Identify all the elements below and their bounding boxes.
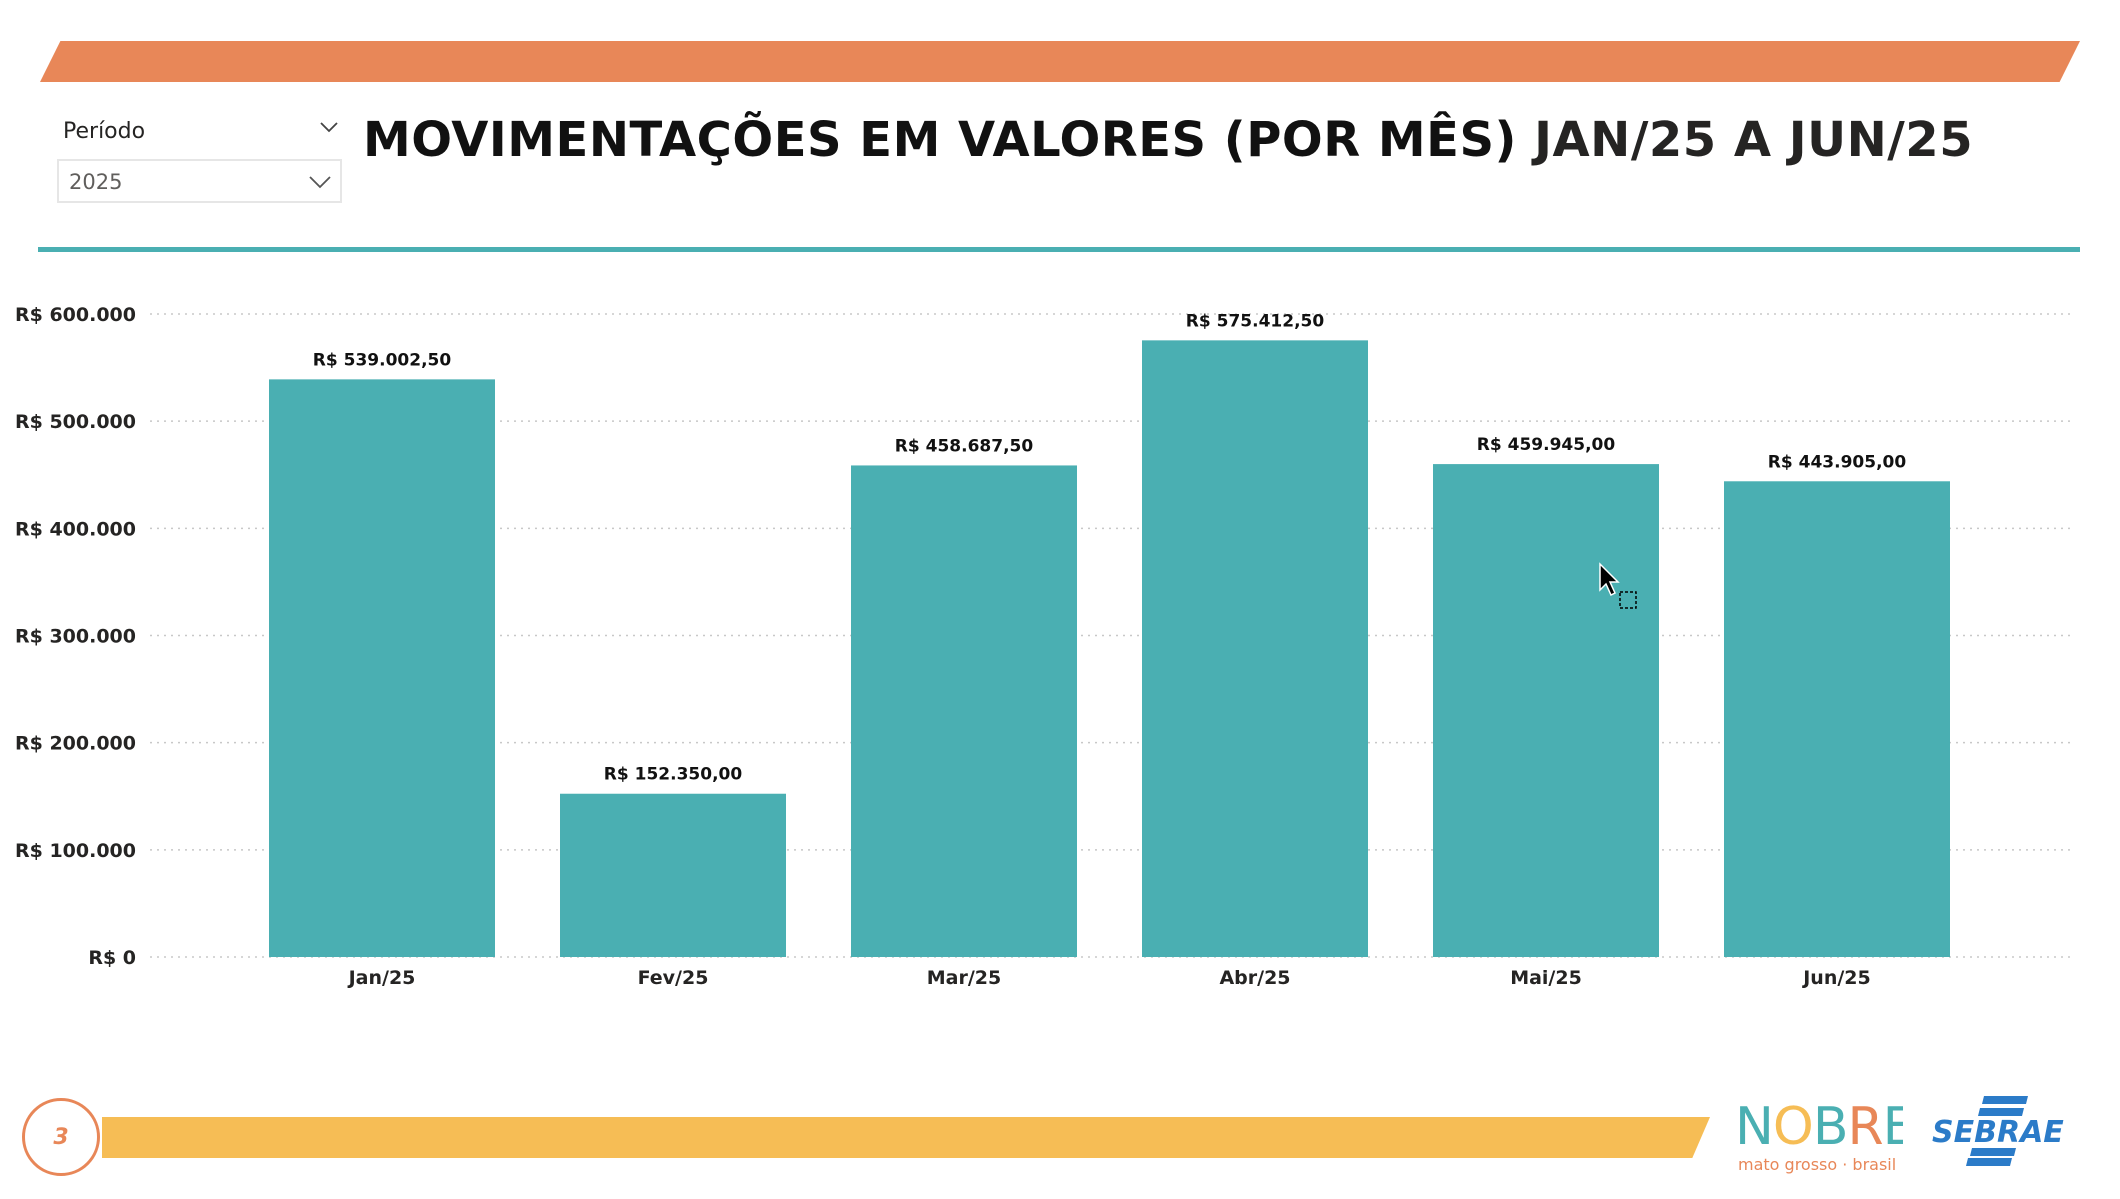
- x-tick-label: Fev/25: [638, 967, 709, 989]
- bar-chart: R$ 0 R$ 100.000 R$ 200.000 R$ 300.000 R$ 400…: [15, 304, 2073, 989]
- data-label: R$ 539.002,50: [313, 350, 452, 370]
- svg-text:NOBRES: NOBRES: [1735, 1097, 1903, 1157]
- data-label: R$ 458.687,50: [895, 436, 1034, 456]
- y-tick-label: R$ 600.000: [15, 304, 136, 326]
- nobres-logo: NOBRES mato grosso · brasil: [1735, 1097, 1903, 1174]
- bar-jun-25: [1724, 481, 1950, 957]
- top-decorative-band: [40, 41, 2080, 82]
- data-label: R$ 459.945,00: [1477, 435, 1616, 455]
- bar-mar-25: [851, 465, 1077, 957]
- y-tick-label: R$ 200.000: [15, 733, 136, 755]
- bar-abr-25: [1142, 340, 1368, 957]
- x-tick-label: Jan/25: [347, 967, 416, 989]
- data-label: R$ 152.350,00: [604, 765, 743, 785]
- y-tick-label: R$ 100.000: [15, 840, 136, 862]
- x-tick-label: Mai/25: [1510, 967, 1582, 989]
- x-tick-label: Abr/25: [1219, 967, 1290, 989]
- mouse-cursor-icon: [1599, 562, 1637, 609]
- page-number-badge: 3: [22, 1098, 100, 1176]
- period-filter-label: Período: [63, 119, 146, 144]
- period-dropdown-value: 2025: [69, 170, 123, 194]
- y-tick-label: R$ 500.000: [15, 411, 136, 433]
- x-tick-label: Jun/25: [1801, 967, 1871, 989]
- data-label: R$ 443.905,00: [1768, 452, 1907, 472]
- header-divider: [38, 247, 2080, 252]
- title-main: MOVIMENTAÇÕES EM VALORES (POR MÊS): [363, 112, 1517, 168]
- data-label: R$ 575.412,50: [1186, 311, 1325, 331]
- y-tick-label: R$ 400.000: [15, 518, 136, 540]
- sebrae-logo: SEBRAE: [1932, 1096, 2064, 1166]
- chevron-down-icon[interactable]: [318, 116, 340, 138]
- svg-text:SEBRAE: SEBRAE: [1932, 1115, 2064, 1150]
- chevron-down-icon: [309, 176, 331, 189]
- bar-fev-25: [560, 793, 786, 957]
- x-tick-label: Mar/25: [927, 967, 1001, 989]
- bar-jan-25: [269, 379, 495, 957]
- svg-text:mato grosso · brasil: mato grosso · brasil: [1738, 1155, 1896, 1174]
- y-tick-label: R$ 0: [88, 947, 136, 969]
- bar-mai-25: [1433, 464, 1659, 957]
- page-title: MOVIMENTAÇÕES EM VALORES (POR MÊS) JAN/2…: [363, 112, 1973, 168]
- bottom-decorative-band: [102, 1117, 1710, 1158]
- y-tick-label: R$ 300.000: [15, 626, 136, 648]
- title-period: JAN/25 A JUN/25: [1534, 112, 1974, 168]
- period-dropdown[interactable]: 2025: [57, 159, 342, 203]
